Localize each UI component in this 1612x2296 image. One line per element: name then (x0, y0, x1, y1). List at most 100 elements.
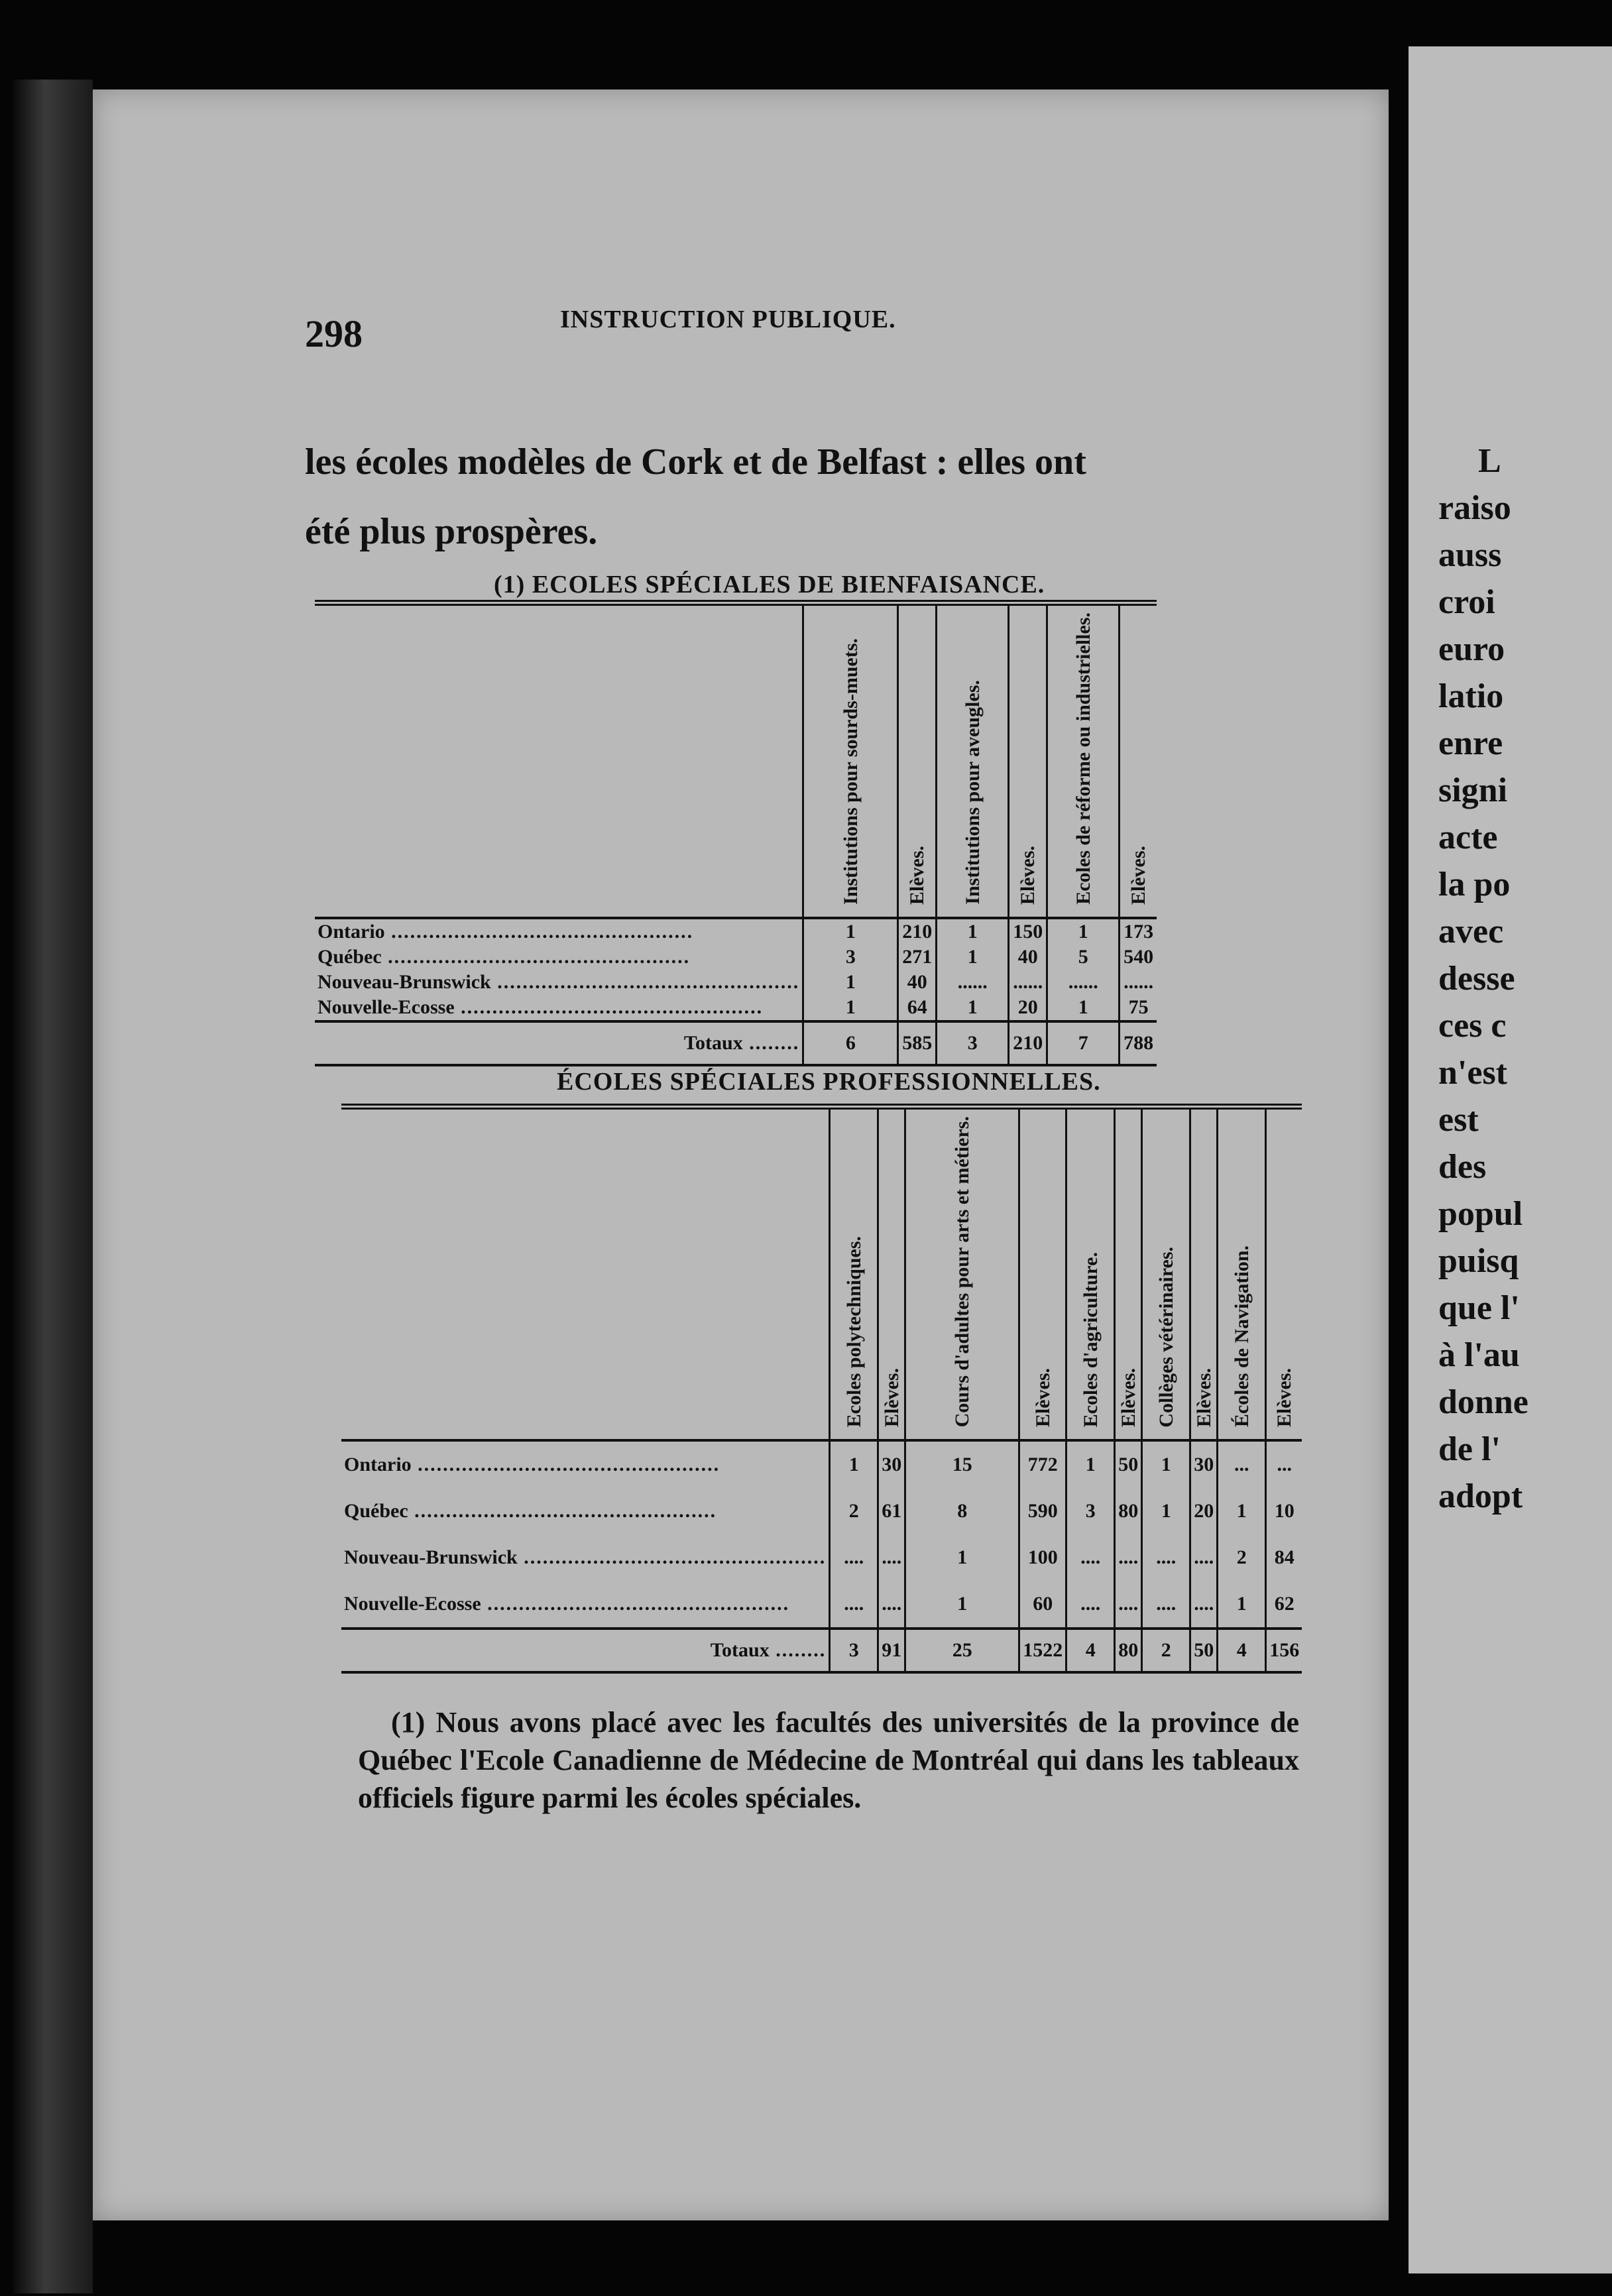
table1-title: (1) ECOLES SPÉCIALES DE BIENFAISANCE. (494, 571, 1045, 599)
cell: 1 (1216, 1488, 1266, 1535)
totals-row: Totaux658532107788 (315, 1019, 1157, 1066)
table-row: Ontario121011501173 (315, 917, 1157, 945)
cell: 1 (802, 917, 898, 945)
table2-title: ÉCOLES SPÉCIALES PROFESSIONNELLES. (557, 1068, 1101, 1096)
cell: 64 (897, 994, 937, 1021)
totals-label: Totaux (315, 1019, 803, 1066)
total-cell: 210 (1008, 1019, 1047, 1066)
right-page-line: de l' (1438, 1430, 1501, 1468)
right-page-line: donne (1438, 1383, 1528, 1421)
row-label: Nouveau-Brunswick (341, 1534, 830, 1581)
right-page-line: euro (1438, 630, 1505, 668)
cell: 173 (1118, 917, 1157, 945)
table-row: Nouveau-Brunswick........1100...........… (341, 1534, 1302, 1581)
cell: 40 (1008, 944, 1047, 970)
cell: .... (1114, 1581, 1142, 1629)
right-page (1409, 46, 1612, 2273)
cell: 84 (1265, 1534, 1302, 1581)
cell: 1 (1046, 994, 1120, 1021)
column-header: Ecoles d'agriculture. (1065, 1106, 1115, 1442)
right-page-line: signi (1438, 772, 1508, 809)
cell: 2 (1216, 1534, 1266, 1581)
cell: .... (1065, 1534, 1115, 1581)
right-page-line: la po (1438, 866, 1511, 903)
row-label: Québec (315, 945, 803, 970)
cell: .... (1141, 1534, 1190, 1581)
cell: 5 (1046, 944, 1120, 970)
cell: 150 (1008, 917, 1047, 945)
cell: 75 (1118, 994, 1157, 1021)
column-header: Elèves. (1114, 1106, 1142, 1442)
row-label: Ontario (315, 918, 803, 945)
header-blank (341, 1106, 830, 1442)
cell: ... (1216, 1440, 1266, 1489)
column-header: Collèges vétérinaires. (1141, 1106, 1190, 1442)
right-page-line: enre (1438, 724, 1503, 762)
column-header: Institutions pour sourds-muets. (802, 603, 898, 919)
right-page-line: latio (1438, 677, 1504, 715)
total-cell: 91 (877, 1627, 905, 1674)
totals-row: Totaux3912515224802504156 (341, 1627, 1302, 1674)
total-cell: 3 (829, 1627, 878, 1674)
cell: 30 (1189, 1440, 1218, 1489)
column-header: Ecoles de réforme ou industrielles. (1046, 603, 1120, 919)
running-head: INSTRUCTION PUBLIQUE. (560, 306, 896, 333)
cell: 1 (935, 917, 1009, 945)
column-header: Elèves. (877, 1106, 905, 1442)
cell: ...... (1118, 969, 1157, 995)
cell: 80 (1114, 1488, 1142, 1535)
total-cell: 4 (1216, 1627, 1266, 1674)
column-header: Elèves. (1265, 1106, 1302, 1442)
row-label: Québec (341, 1488, 830, 1534)
cell: 1 (1046, 917, 1120, 945)
row-label: Nouvelle-Ecosse (315, 995, 803, 1021)
cell: ...... (935, 969, 1009, 995)
cell: 8 (904, 1488, 1019, 1535)
cell: 1 (904, 1534, 1019, 1581)
cell: 1 (935, 994, 1009, 1021)
cell: 540 (1118, 944, 1157, 970)
cell: .... (1065, 1581, 1115, 1629)
header-blank (315, 603, 803, 919)
total-cell: 3 (935, 1019, 1009, 1066)
cell: 590 (1018, 1488, 1066, 1535)
cell: .... (877, 1534, 905, 1581)
cell: 15 (904, 1440, 1019, 1489)
cell: .... (829, 1534, 878, 1581)
body-line-2: été plus prospères. (305, 511, 598, 552)
right-page-line: que l' (1438, 1289, 1520, 1327)
cell: .... (1141, 1581, 1190, 1629)
cell: 1 (904, 1581, 1019, 1629)
right-page-line: est (1438, 1101, 1479, 1139)
total-cell: 156 (1265, 1627, 1302, 1674)
cell: 1 (802, 969, 898, 995)
cell: 100 (1018, 1534, 1066, 1581)
cell: 271 (897, 944, 937, 970)
cell: ...... (1046, 969, 1120, 995)
right-page-line: popul (1438, 1195, 1523, 1233)
table-row: Nouvelle-Ecosse........160..............… (341, 1581, 1302, 1629)
total-cell: 2 (1141, 1627, 1190, 1674)
cell: 1 (935, 944, 1009, 970)
cell: 2 (829, 1488, 878, 1535)
cell: 20 (1008, 994, 1047, 1021)
column-header: Elèves. (1018, 1106, 1066, 1442)
totals-label: Totaux (341, 1627, 830, 1674)
cell: 3 (802, 944, 898, 970)
column-header: Ecoles polytechniques. (829, 1106, 878, 1442)
table-row: Québec32711405540 (315, 944, 1157, 970)
right-page-line: L (1478, 442, 1501, 480)
right-page-line: croi (1438, 583, 1495, 621)
cell: ...... (1008, 969, 1047, 995)
right-page-line: à l'au (1438, 1336, 1520, 1374)
cell: .... (877, 1581, 905, 1629)
right-page-line: ces c (1438, 1007, 1507, 1045)
column-header: Elèves. (1189, 1106, 1218, 1442)
right-page-line: puisq (1438, 1242, 1519, 1280)
total-cell: 585 (897, 1019, 937, 1066)
right-page-line: auss (1438, 536, 1502, 574)
right-page-line: desse (1438, 960, 1515, 998)
total-cell: 1522 (1018, 1627, 1066, 1674)
total-cell: 25 (904, 1627, 1019, 1674)
